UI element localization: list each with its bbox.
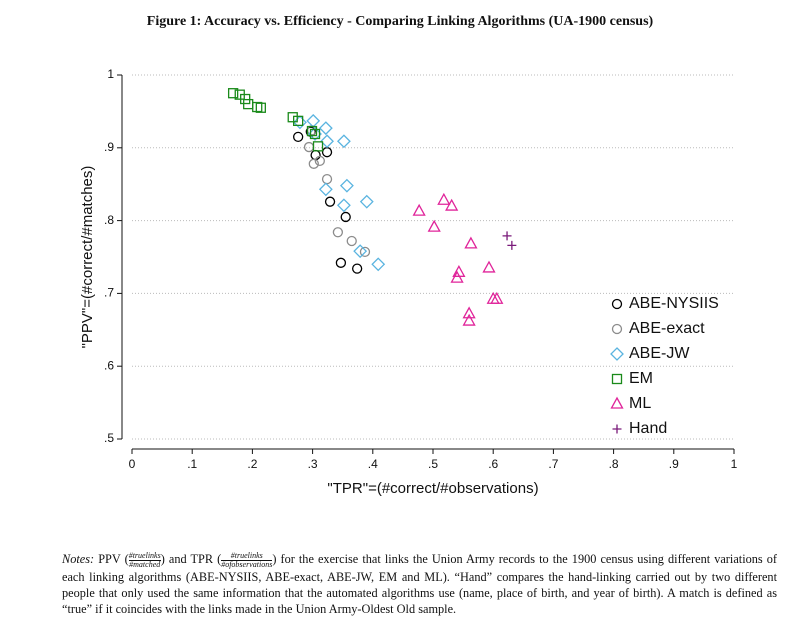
fraction-num: #truelinks [221, 551, 273, 561]
legend-marker [611, 323, 623, 335]
point [450, 270, 464, 283]
point [359, 194, 374, 209]
point [306, 125, 318, 137]
point [336, 198, 351, 213]
point [320, 134, 334, 149]
x-tick-label: .9 [669, 457, 679, 471]
point [255, 102, 266, 113]
point [351, 263, 363, 274]
y-axis-label: "PPV"=(#correct/#matches) [79, 166, 96, 349]
y-tick-label: .7 [104, 286, 114, 300]
point [252, 101, 263, 113]
point [412, 203, 426, 216]
point [293, 115, 307, 130]
notes-and: ) and TPR ( [160, 552, 222, 566]
point [340, 211, 351, 223]
legend-label: ABE-JW [629, 345, 690, 362]
legend-marker [611, 373, 623, 385]
x-tick-label: 0 [129, 457, 136, 471]
notes-label: Notes: [62, 552, 95, 566]
x-tick-label: .3 [308, 457, 318, 471]
x-tick-label: .6 [488, 457, 498, 471]
y-tick-label: .8 [104, 213, 114, 227]
x-tick-label: .5 [428, 457, 438, 471]
point [462, 306, 476, 319]
ppv-fraction: #truelinks #matched [128, 550, 161, 569]
point [507, 240, 517, 250]
point [308, 158, 319, 169]
y-tick-label: .5 [104, 431, 114, 445]
point [464, 236, 478, 249]
point [359, 246, 371, 258]
legend-label: Hand [629, 420, 667, 437]
point [287, 112, 298, 123]
x-tick-label: .7 [548, 457, 558, 471]
chart-title: Figure 1: Accuracy vs. Efficiency - Comp… [147, 14, 654, 29]
point [445, 198, 459, 211]
x-tick-label: .1 [187, 457, 197, 471]
point [306, 113, 321, 128]
point [312, 141, 324, 152]
point [314, 155, 325, 167]
y-tick-label: 1 [107, 67, 114, 81]
legend-marker [612, 424, 622, 434]
tpr-fraction: #truelinks #ofobservations [221, 551, 273, 569]
fraction-num: #truelinks [128, 550, 161, 561]
x-tick-label: .2 [247, 457, 257, 471]
chart: Figure 1: Accuracy vs. Efficiency - Comp… [79, 14, 738, 497]
point [318, 121, 333, 136]
point [309, 128, 321, 140]
point [437, 192, 451, 205]
point [332, 227, 344, 238]
fraction-den: #matched [129, 559, 161, 569]
legend-label: EM [629, 370, 653, 387]
legend-marker [610, 396, 624, 409]
x-axis-label: "TPR"=(#correct/#observations) [327, 480, 538, 497]
point [502, 231, 512, 241]
point [335, 257, 347, 268]
point [339, 178, 354, 193]
point [336, 134, 351, 149]
notes-ppv: PPV ( [98, 552, 129, 566]
point [324, 196, 336, 207]
legend-label: ABE-NYSIIS [629, 295, 719, 312]
legend-marker [611, 298, 623, 310]
point [227, 88, 239, 99]
x-tick-label: .8 [609, 457, 619, 471]
point [346, 235, 357, 247]
legend-label: ABE-exact [629, 320, 705, 337]
notes: Notes: PPV (#truelinks #matched) and TPR … [62, 551, 777, 617]
point [321, 147, 333, 158]
point [462, 313, 476, 326]
point [371, 257, 386, 272]
legend-label: ML [629, 395, 651, 412]
y-tick-label: .9 [104, 140, 114, 154]
point [482, 260, 496, 273]
legend-marker [610, 347, 624, 361]
x-tick-label: 1 [731, 457, 738, 471]
point [427, 219, 441, 232]
x-tick-label: .4 [368, 457, 378, 471]
point [293, 115, 304, 127]
point [321, 173, 333, 185]
notes-text: ) for the exercise that links the Union … [62, 552, 778, 616]
point [318, 182, 333, 197]
y-tick-label: .6 [104, 358, 114, 372]
point [293, 131, 304, 143]
point [353, 244, 368, 259]
fraction-den: #ofobservations [221, 559, 273, 569]
point [303, 141, 315, 153]
point [490, 291, 504, 304]
